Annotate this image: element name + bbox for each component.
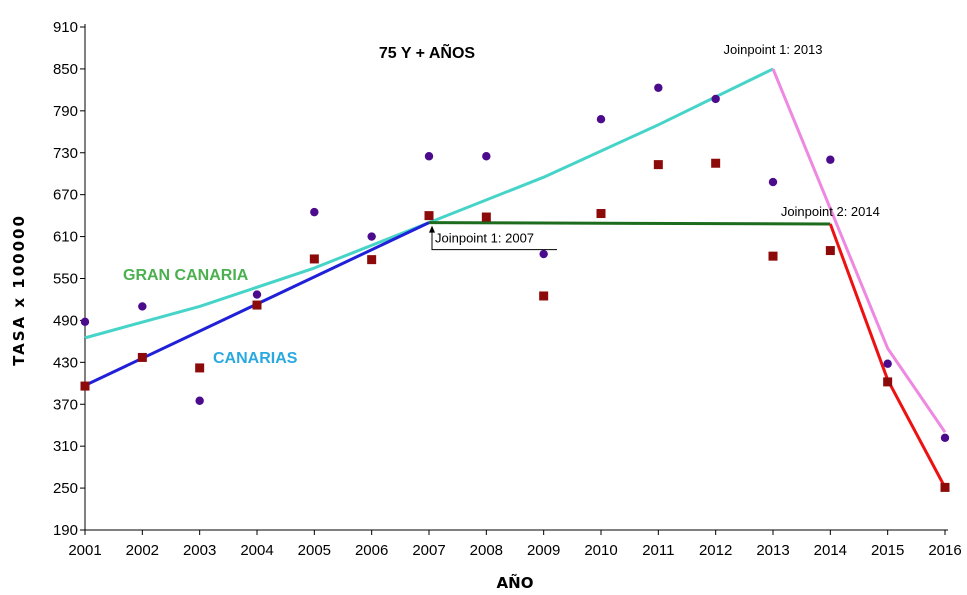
y-tick-label: 670 bbox=[53, 187, 78, 204]
y-tick-label: 370 bbox=[53, 396, 78, 413]
chart-title: 75 Y + AÑOS bbox=[379, 42, 476, 62]
y-axis-label: TASA x 100000 bbox=[10, 214, 28, 366]
x-axis-label: AÑO bbox=[497, 573, 534, 592]
gran-canaria-point bbox=[252, 290, 262, 299]
canarias-point bbox=[883, 377, 893, 387]
y-tick-label: 610 bbox=[53, 229, 78, 246]
gran-canaria-point bbox=[482, 152, 491, 161]
canarias-point bbox=[195, 363, 205, 373]
x-tick-label: 2011 bbox=[642, 542, 674, 559]
x-tick-label: 2002 bbox=[126, 542, 159, 559]
gran-canaria-trend-segment-2 bbox=[771, 68, 947, 434]
x-tick-label: 2005 bbox=[298, 542, 331, 559]
data-points bbox=[80, 83, 950, 492]
joinpoint-box-canarias-2007 bbox=[431, 241, 557, 251]
gran-canaria-point bbox=[424, 152, 434, 161]
x-tick-label: 2016 bbox=[928, 542, 961, 559]
x-tick-label: 2008 bbox=[470, 542, 503, 559]
gran-canaria-point bbox=[539, 249, 548, 259]
gran-canaria-point bbox=[80, 317, 90, 327]
canarias-point bbox=[424, 211, 434, 221]
canarias-point bbox=[596, 209, 606, 219]
canarias-trend-segment-3 bbox=[828, 223, 947, 489]
y-tick-label: 730 bbox=[53, 145, 78, 162]
gran-canaria-point bbox=[711, 94, 720, 104]
joinpoint-label-canarias-2007: Joinpoint 1: 2007 bbox=[435, 231, 534, 246]
gran-canaria-point bbox=[195, 396, 204, 405]
y-tick-label: 490 bbox=[53, 312, 78, 329]
canarias-point bbox=[825, 246, 835, 256]
x-tick-label: 2007 bbox=[412, 542, 445, 559]
canarias-point bbox=[137, 352, 147, 362]
gran-canaria-point bbox=[826, 155, 835, 164]
joinpoint-annotations: Joinpoint 1: 2013 Joinpoint 1: 2007 Joinpo… bbox=[429, 42, 880, 251]
canarias-trend-segment-2 bbox=[428, 221, 831, 226]
x-tick-label: 2010 bbox=[584, 542, 617, 559]
canarias-point bbox=[367, 255, 377, 265]
gran-canaria-point bbox=[596, 115, 606, 124]
gran-canaria-trend-segment-1 bbox=[84, 67, 774, 340]
x-tick-label: 2014 bbox=[814, 542, 847, 559]
gran-canaria-point bbox=[768, 177, 778, 187]
y-tick-label: 790 bbox=[53, 103, 78, 120]
y-tick-label: 190 bbox=[53, 522, 78, 539]
y-tick-label: 550 bbox=[53, 271, 78, 288]
x-tick-label: 2004 bbox=[240, 542, 273, 559]
y-tick-label: 310 bbox=[53, 438, 78, 455]
x-tick-label: 2003 bbox=[183, 542, 216, 559]
canarias-point bbox=[539, 291, 549, 301]
gran-canaria-point bbox=[883, 359, 892, 368]
canarias-point bbox=[309, 254, 319, 264]
gran-canaria-point bbox=[654, 83, 663, 92]
joinpoint-arrow-icon bbox=[429, 225, 435, 233]
canarias-point bbox=[711, 158, 721, 168]
x-tick-label: 2012 bbox=[699, 542, 732, 559]
gran-canaria-point bbox=[367, 232, 376, 241]
y-tick-label: 850 bbox=[53, 61, 78, 78]
joinpoint-label-canarias-2014: Joinpoint 2: 2014 bbox=[781, 204, 880, 219]
gran-canaria-point bbox=[940, 433, 950, 442]
x-tick-label: 2015 bbox=[871, 542, 904, 559]
gran-canaria-point bbox=[138, 302, 147, 311]
canarias-point bbox=[653, 160, 663, 170]
series-label-canarias: CANARIAS bbox=[213, 350, 298, 367]
canarias-point bbox=[80, 381, 90, 391]
y-tick-label: 250 bbox=[53, 480, 78, 497]
x-ticks: 2001 2002 2003 2004 2005 2006 2007 2008 2009 2010… bbox=[68, 530, 962, 559]
y-ticks: 190 250 310 370 430 490 550 610 670 730 790 850 910 bbox=[53, 19, 85, 539]
y-tick-label: 910 bbox=[53, 19, 78, 36]
y-tick-label: 430 bbox=[53, 354, 78, 371]
x-tick-label: 2013 bbox=[756, 542, 789, 559]
canarias-point bbox=[481, 212, 491, 222]
x-tick-label: 2006 bbox=[355, 542, 388, 559]
x-tick-label: 2009 bbox=[527, 542, 560, 559]
canarias-point bbox=[940, 482, 950, 492]
series-label-gran-canaria: GRAN CANARIA bbox=[123, 267, 249, 284]
canarias-point bbox=[768, 251, 778, 261]
gran-canaria-point bbox=[310, 207, 319, 217]
canarias-point bbox=[252, 300, 262, 310]
joinpoint-label-gran-canaria-2013: Joinpoint 1: 2013 bbox=[723, 42, 822, 57]
x-tick-label: 2001 bbox=[68, 542, 101, 559]
